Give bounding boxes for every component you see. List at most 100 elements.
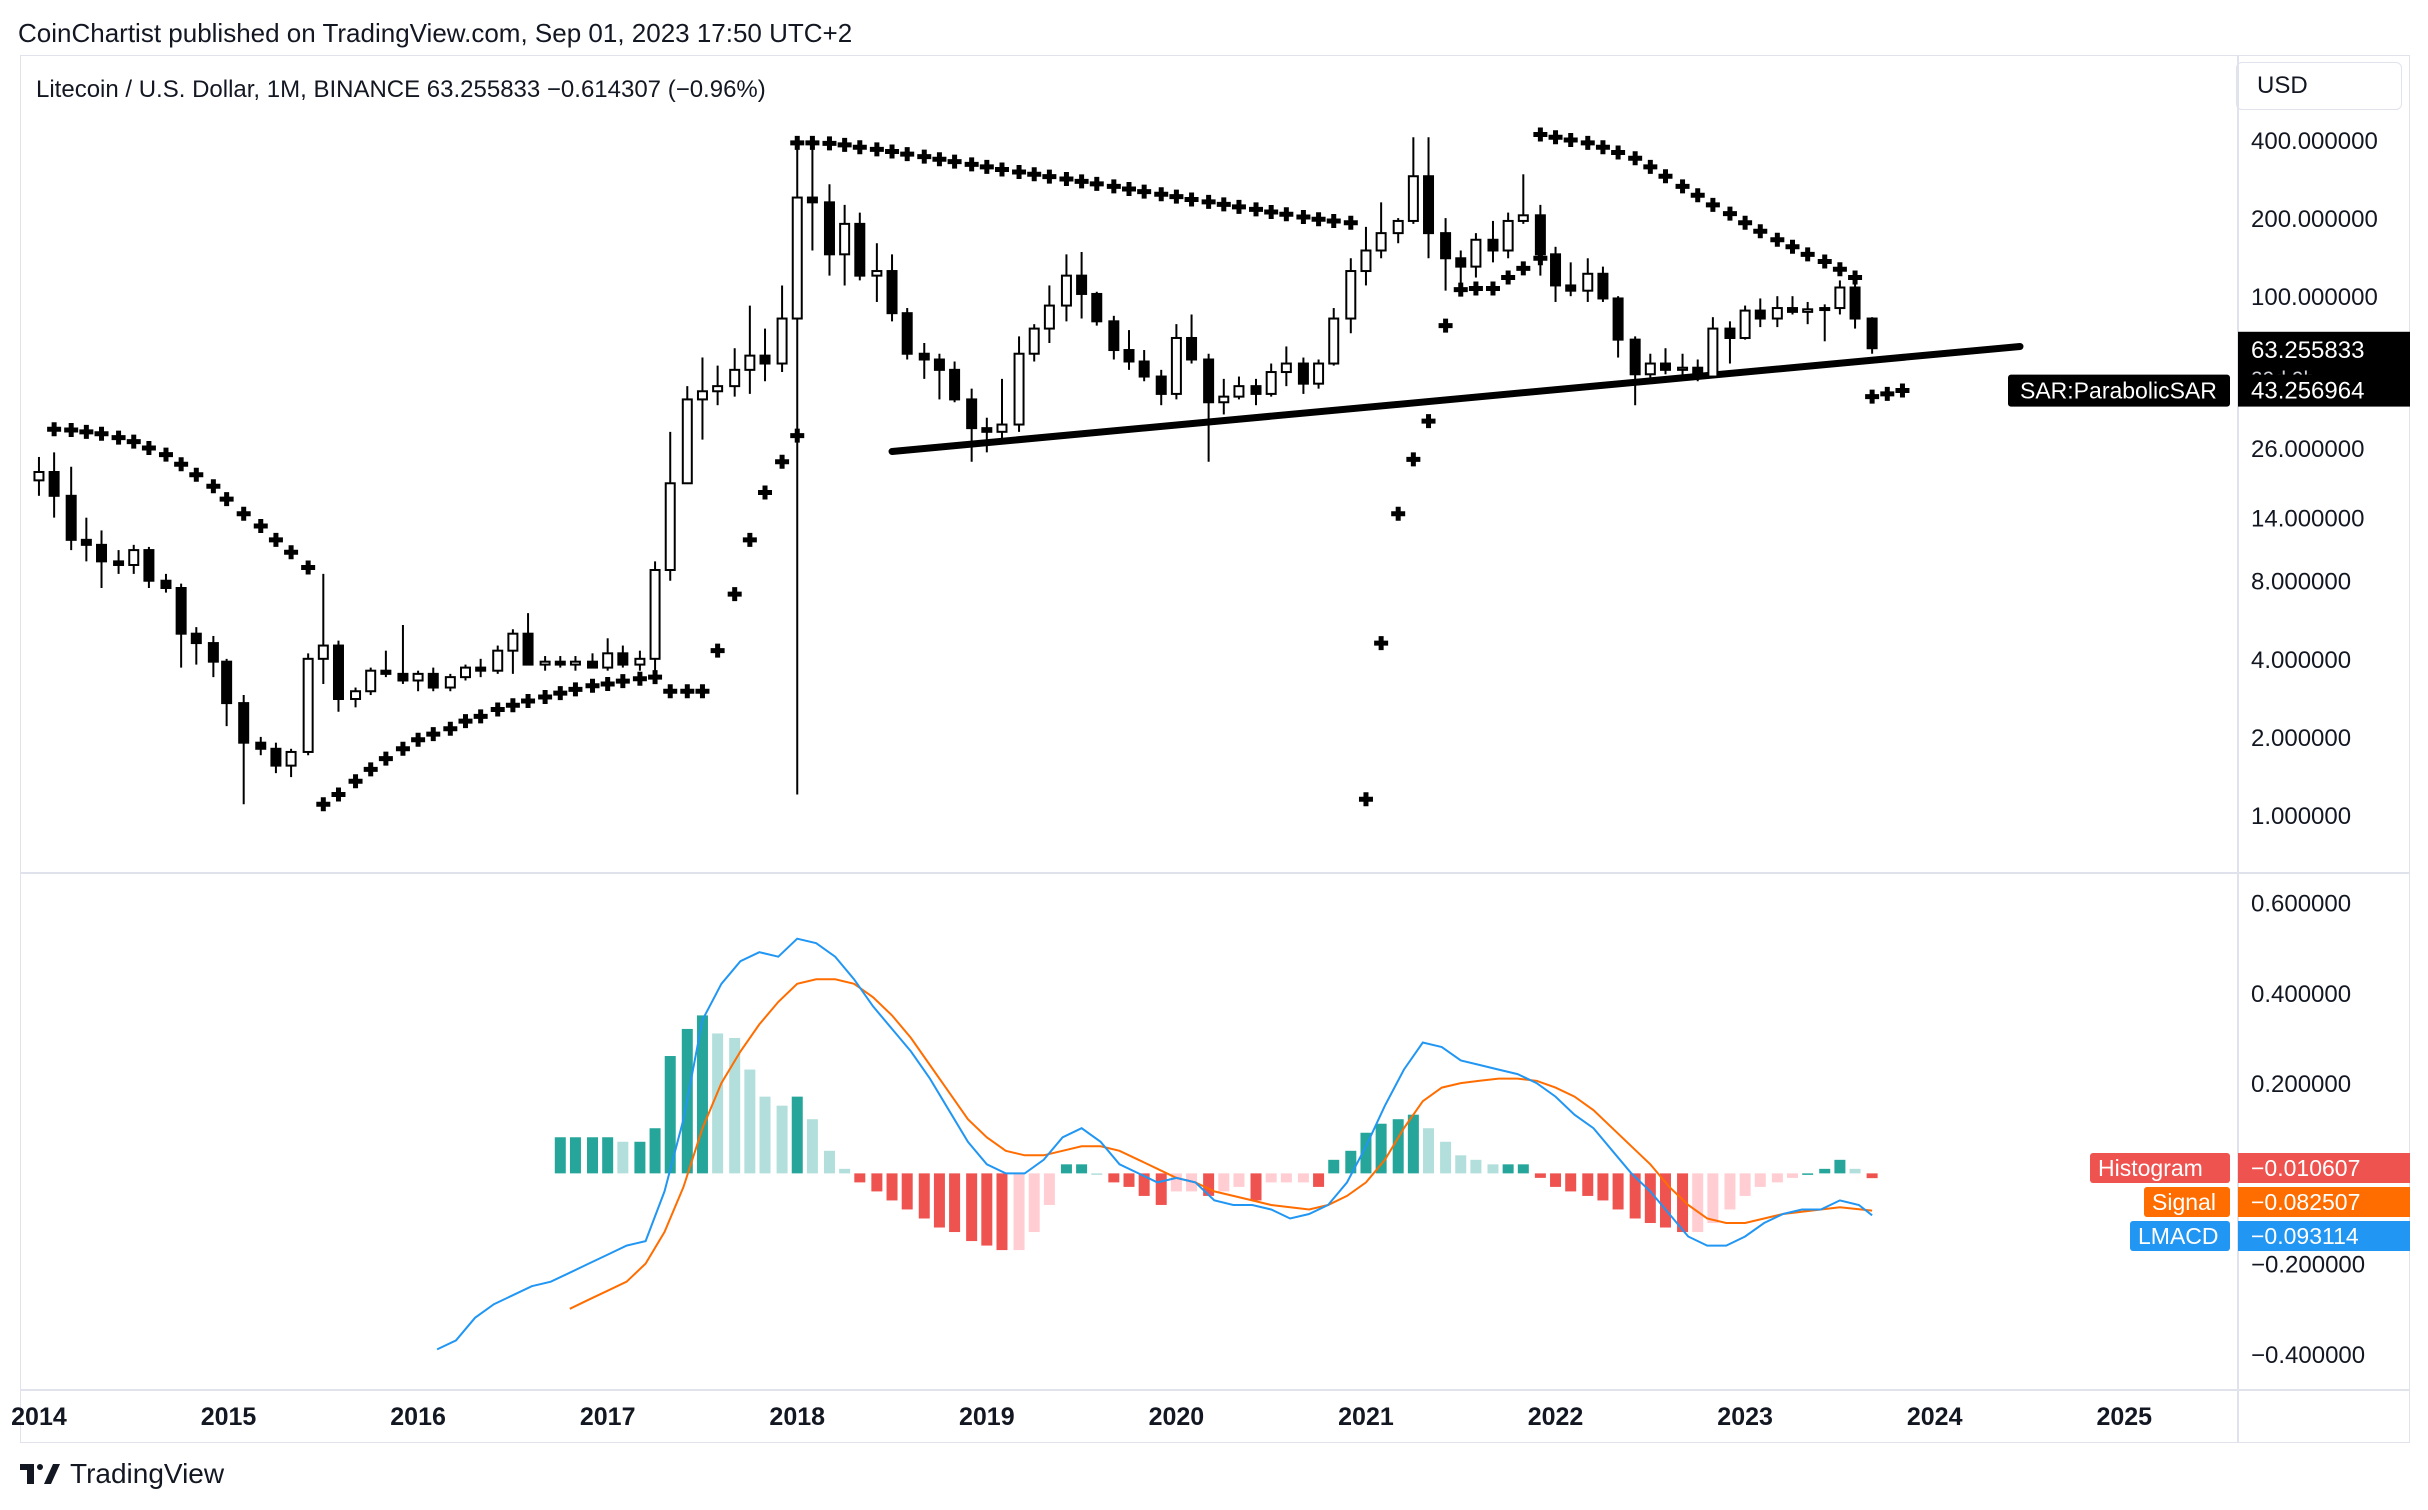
sar-point <box>1137 184 1152 199</box>
sar-point <box>521 694 536 709</box>
sar-point <box>615 674 630 689</box>
macd-axis[interactable]: 0.600000 0.400000 0.200000 −0.200000 −0.4000… <box>2251 891 2365 1369</box>
sar-point <box>1059 171 1074 186</box>
candle-down <box>238 702 250 744</box>
time-tick-label: 2020 <box>1149 1403 1205 1431</box>
sar-point <box>301 560 316 575</box>
candle-down <box>270 747 282 767</box>
histogram-bar <box>933 1173 945 1228</box>
price-tick-label: 100.000000 <box>2251 284 2378 311</box>
macd-tick-label: 0.600000 <box>2251 891 2351 918</box>
histogram-bar <box>1629 1173 1641 1219</box>
candle-up <box>634 657 646 666</box>
sar-point <box>411 732 426 747</box>
legend-value: −0.093114 <box>2251 1223 2359 1249</box>
sar-point <box>742 532 757 547</box>
histogram-bar <box>1233 1173 1245 1187</box>
histogram-bar <box>1455 1155 1467 1174</box>
histogram-bar <box>1043 1173 1055 1205</box>
candle-up <box>507 632 519 652</box>
sar-point <box>1343 215 1358 230</box>
histogram-bar <box>1819 1168 1831 1174</box>
histogram-bar <box>1612 1173 1624 1210</box>
histogram-bar <box>744 1069 756 1174</box>
sar-point <box>1406 452 1421 467</box>
sar-point <box>1690 188 1705 203</box>
candle-down <box>1455 257 1467 268</box>
legend-name: Signal <box>2152 1189 2216 1215</box>
currency-selector[interactable]: USD <box>2236 62 2402 110</box>
candle-down <box>1597 272 1609 300</box>
candle-down <box>65 494 77 541</box>
histogram-bar <box>759 1096 771 1174</box>
legend-value-bg <box>2238 1221 2410 1251</box>
candle-up <box>1375 232 1387 252</box>
sar-point <box>158 447 173 462</box>
sar-point <box>1453 282 1468 297</box>
candle-up <box>729 368 741 388</box>
sar-point <box>1358 792 1373 807</box>
histogram-bar <box>1076 1164 1088 1174</box>
sar-point <box>1722 206 1737 221</box>
sar-point <box>79 424 94 439</box>
sar-point <box>1770 232 1785 247</box>
histogram-bar <box>1470 1159 1482 1174</box>
histogram-bar <box>729 1037 741 1174</box>
sar-point <box>1374 636 1389 651</box>
time-tick-label: 2025 <box>2096 1403 2152 1431</box>
histogram-bar <box>1754 1173 1766 1187</box>
published-caption: CoinChartist published on TradingView.co… <box>18 18 853 48</box>
histogram-bar <box>1565 1173 1577 1192</box>
sar-point <box>727 587 742 602</box>
candle-down <box>1754 309 1766 320</box>
sar-point <box>64 422 79 437</box>
candle-down <box>1440 232 1452 260</box>
sar-point <box>458 714 473 729</box>
legend-value: −0.010607 <box>2251 1155 2360 1181</box>
time-tick-label: 2023 <box>1717 1403 1773 1431</box>
sar-point <box>1832 262 1847 277</box>
candle-up <box>350 690 362 701</box>
histogram-bar <box>791 1096 803 1174</box>
sar-point <box>1231 199 1246 214</box>
candle-down <box>522 632 534 666</box>
histogram-bar <box>1739 1173 1751 1196</box>
candle-down <box>475 666 487 672</box>
candle-up <box>1233 385 1245 398</box>
candle-up <box>1802 308 1814 313</box>
candle-down <box>332 644 344 701</box>
histogram-bar <box>1265 1173 1277 1183</box>
time-tick-label: 2019 <box>959 1403 1015 1431</box>
histogram-bar <box>1724 1173 1736 1210</box>
histogram-bar <box>696 1015 708 1174</box>
sar-point <box>790 428 805 443</box>
candle-down <box>221 660 233 705</box>
sar-point <box>1865 389 1880 404</box>
sar-point <box>1753 224 1768 239</box>
sar-point <box>1848 270 1863 285</box>
sar-value-bg <box>2238 374 2410 407</box>
candle-up <box>1707 327 1719 378</box>
price-tick-label: 26.000000 <box>2251 436 2364 463</box>
sar-point <box>1501 270 1516 285</box>
price-axis[interactable]: 400.000000 200.000000 100.000000 26.000000 1… <box>2251 128 2378 830</box>
candle-down <box>759 354 771 365</box>
histogram-bar <box>1218 1173 1230 1192</box>
histogram-bar <box>1866 1173 1878 1179</box>
histogram-bar <box>1502 1164 1514 1174</box>
sar-point <box>695 684 710 699</box>
sar-point <box>426 727 441 742</box>
candle-down <box>617 652 629 666</box>
time-tick-label: 2018 <box>769 1403 825 1431</box>
candle-down <box>397 672 409 682</box>
candle-up <box>1060 274 1072 307</box>
sar-point <box>1675 179 1690 194</box>
histogram-bar <box>949 1173 961 1233</box>
sar-point <box>1880 386 1895 401</box>
time-axis[interactable]: 2014 2015 2016 2017 2018 2019 2020 2021 2022 2023… <box>11 1403 2152 1431</box>
histogram-bar <box>966 1173 978 1242</box>
sar-point <box>1658 169 1673 184</box>
candle-down <box>1787 307 1799 313</box>
histogram-bar <box>823 1150 835 1174</box>
